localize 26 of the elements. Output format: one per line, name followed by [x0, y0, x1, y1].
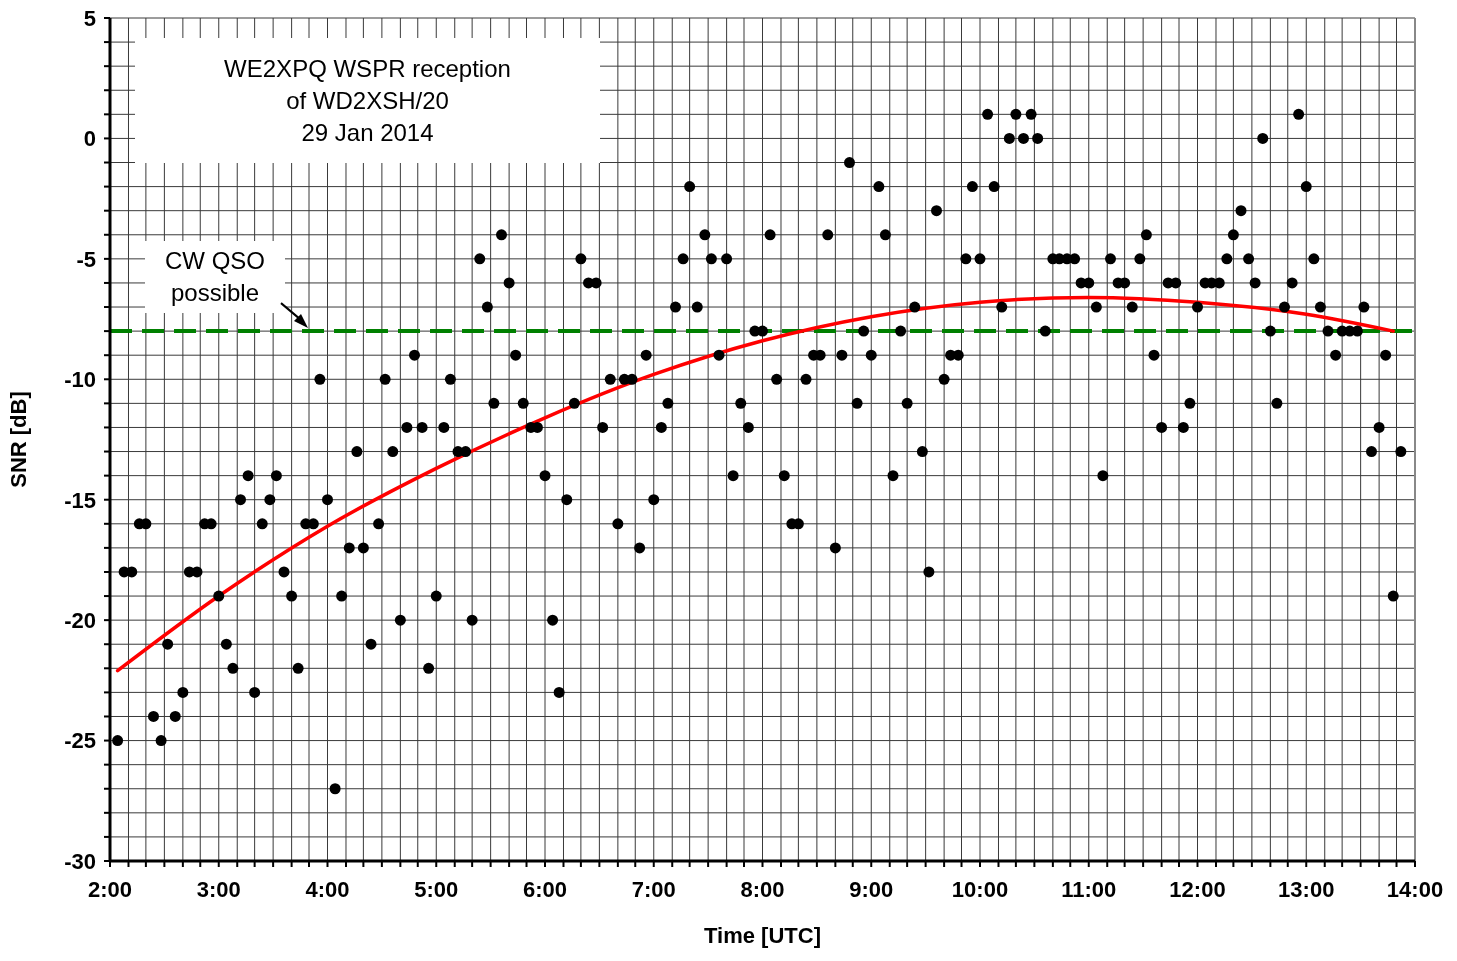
y-tick-label: 5: [83, 5, 96, 31]
x-tick-label: 12:00: [1169, 876, 1226, 902]
x-tick-label: 5:00: [414, 876, 459, 902]
text-box: WE2XPQ WSPR reception of WD2XSH/20 29 Jan 2014: [135, 38, 600, 163]
y-tick-label: -20: [64, 607, 96, 633]
x-tick-label: 6:00: [522, 876, 568, 902]
x-tick-label: 9:00: [849, 876, 894, 902]
ref-line-label: CW QSO possible: [164, 246, 266, 309]
y-tick-label: -10: [64, 367, 96, 393]
y-tick-label: -25: [64, 728, 96, 754]
x-tick-label: 13:00: [1278, 876, 1335, 902]
x-tick-label: 10:00: [951, 876, 1009, 902]
y-tick-label: -15: [64, 487, 96, 513]
x-tick-label: 4:00: [305, 876, 350, 902]
x-tick-label: 8:00: [740, 876, 785, 902]
x-tick-label: 11:00: [1061, 876, 1117, 902]
y-tick-label: -30: [64, 848, 96, 874]
x-tick-label: 7:00: [631, 876, 676, 902]
x-tick-label: 3:00: [196, 876, 241, 902]
text-box: CW QSO possible: [145, 241, 285, 314]
x-tick-label: 14:00: [1386, 876, 1444, 902]
y-tick-label: 0: [83, 126, 96, 152]
x-tick-label: 2:00: [87, 876, 133, 902]
y-tick-label: -5: [76, 246, 96, 272]
y-axis-title: SNR [dB]: [5, 391, 31, 488]
x-axis-title: Time [UTC]: [704, 923, 821, 948]
